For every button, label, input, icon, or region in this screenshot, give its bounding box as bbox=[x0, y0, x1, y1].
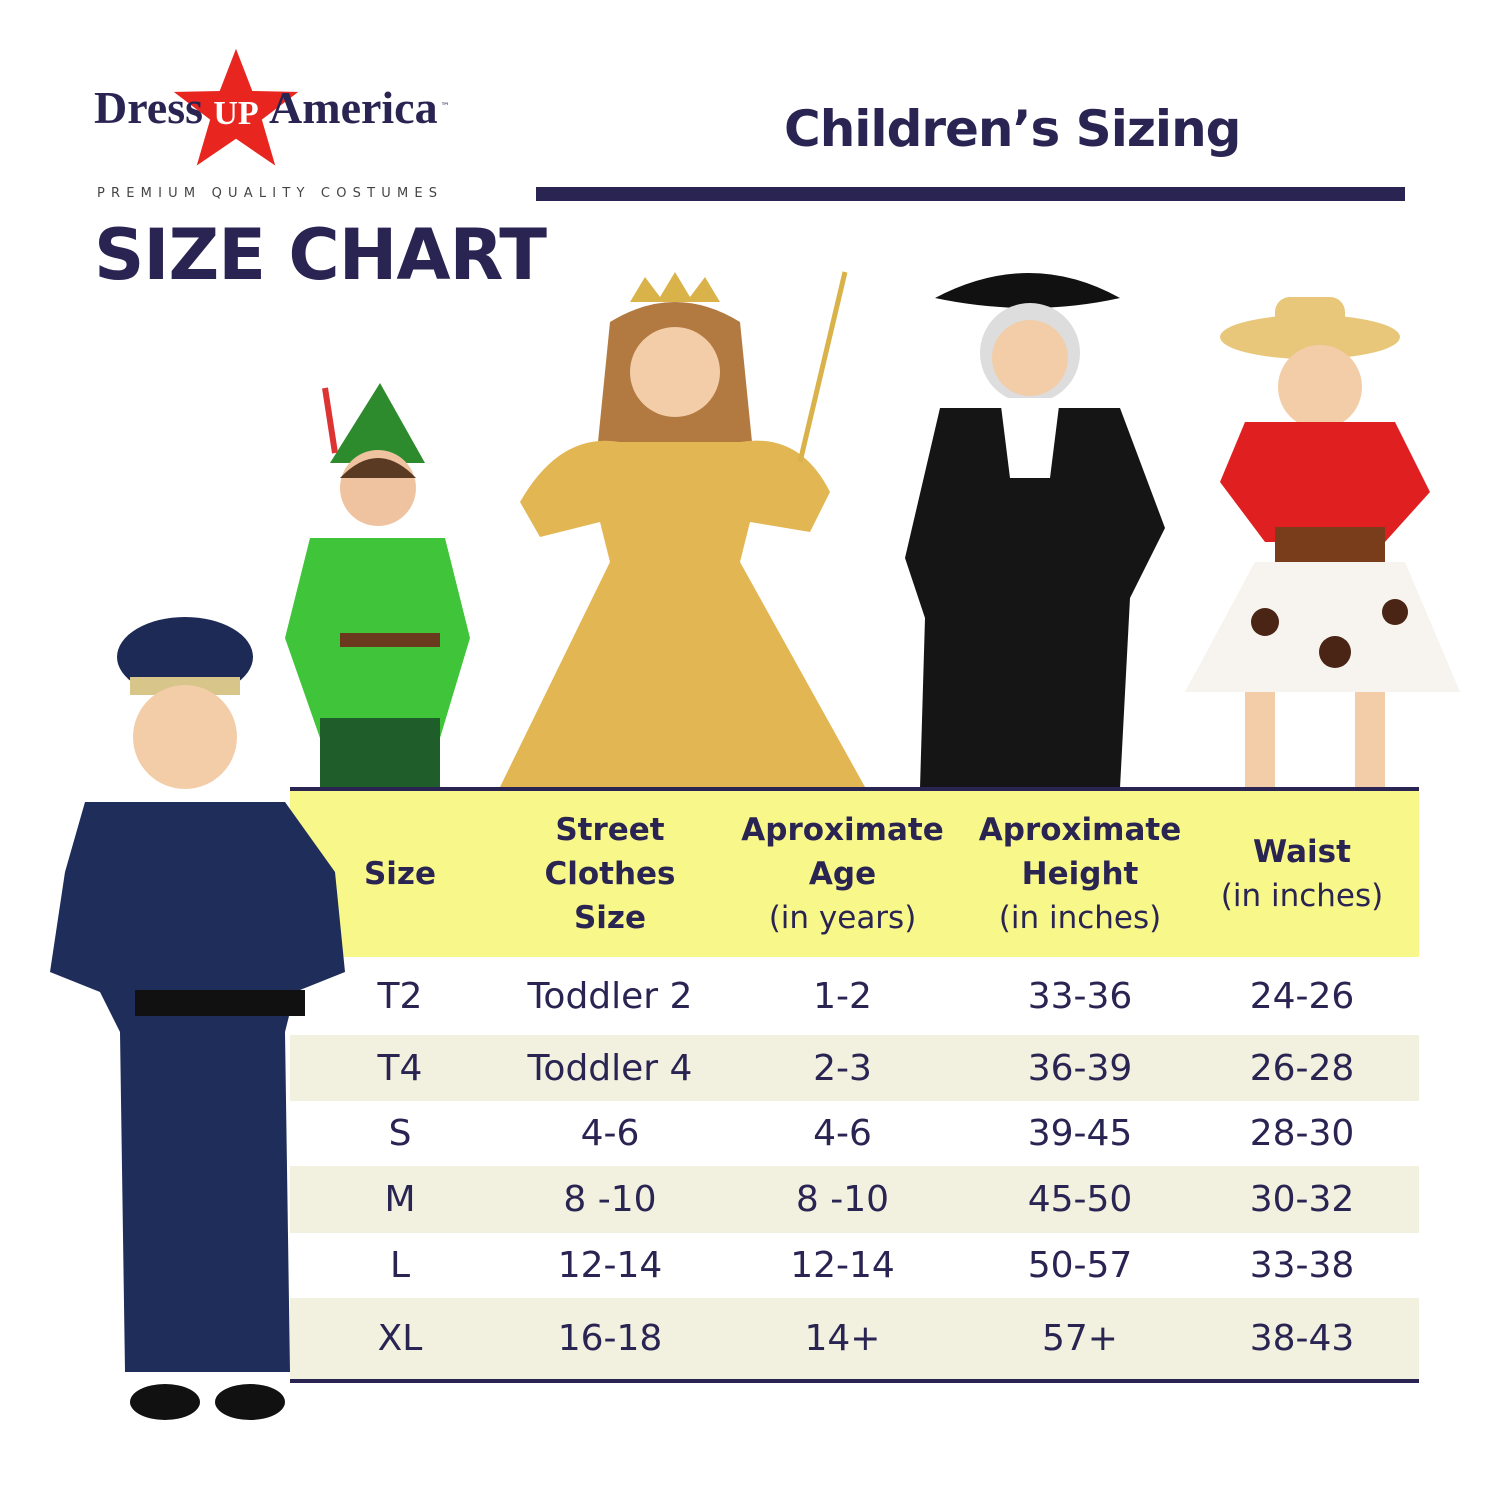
table-cell: 50-57 bbox=[1027, 1245, 1133, 1286]
table-cell: 8 -10 bbox=[563, 1179, 657, 1220]
table-cell: M bbox=[384, 1179, 416, 1220]
logo-trademark: ™ bbox=[440, 102, 450, 112]
table-row: XL 16-18 14+ 57+ 38-43 bbox=[290, 1298, 1419, 1379]
table-cell: S bbox=[388, 1113, 412, 1154]
table-header: Size Street Clothes Size Aproximate Age (… bbox=[290, 791, 1419, 957]
table-cell: XL bbox=[377, 1318, 423, 1359]
peter-pan-costume-photo bbox=[285, 383, 470, 788]
header-label: Aproximate Height bbox=[978, 812, 1182, 892]
table-top-border bbox=[290, 787, 1419, 791]
header-waist: Waist (in inches) bbox=[1185, 791, 1419, 957]
header-age: Aproximate Age (in years) bbox=[710, 791, 975, 957]
table-cell: 57+ bbox=[1042, 1318, 1118, 1359]
table-cell: 1-2 bbox=[813, 975, 872, 1017]
table-body: T2 Toddler 2 1-2 33-36 24-26 T4 Toddler 4 2-3 36… bbox=[290, 957, 1419, 1379]
table-cell: 30-32 bbox=[1249, 1179, 1355, 1220]
logo: Dress UP America ™ bbox=[94, 44, 450, 172]
header-label: Size bbox=[363, 856, 437, 892]
table-cell: T4 bbox=[377, 1047, 423, 1089]
cowgirl-costume-photo bbox=[1185, 297, 1460, 787]
table-cell: Toddler 4 bbox=[527, 1047, 693, 1089]
header-unit: (in inches) bbox=[1220, 878, 1384, 914]
table-row: S 4-6 4-6 39-45 28-30 bbox=[290, 1101, 1419, 1166]
table-cell: 33-36 bbox=[1027, 975, 1133, 1017]
header-height: Aproximate Height (in inches) bbox=[975, 791, 1185, 957]
logo-text-dress: Dress bbox=[94, 82, 204, 133]
size-table: Size Street Clothes Size Aproximate Age (… bbox=[290, 787, 1419, 1383]
table-cell: Toddler 2 bbox=[527, 975, 693, 1017]
table-row: T2 Toddler 2 1-2 33-36 24-26 bbox=[290, 957, 1419, 1035]
header-label: Street Clothes Size bbox=[544, 812, 676, 936]
table-cell: 12-14 bbox=[790, 1245, 895, 1286]
table-cell: 16-18 bbox=[557, 1318, 663, 1359]
table-bottom-border bbox=[290, 1379, 1419, 1383]
table-cell: 4-6 bbox=[580, 1113, 640, 1154]
table-cell: 36-39 bbox=[1027, 1047, 1133, 1089]
size-chart-heading: SIZE CHART bbox=[94, 214, 547, 296]
header-label: Waist bbox=[1253, 834, 1351, 870]
header-street-size: Street Clothes Size bbox=[510, 791, 710, 957]
table-row: L 12-14 12-14 50-57 33-38 bbox=[290, 1233, 1419, 1298]
table-row: T4 Toddler 4 2-3 36-39 26-28 bbox=[290, 1035, 1419, 1101]
header-unit: (in years) bbox=[768, 900, 917, 936]
colonial-costume-photo bbox=[905, 273, 1165, 788]
table-cell: 4-6 bbox=[813, 1113, 872, 1154]
table-cell: 45-50 bbox=[1027, 1179, 1133, 1220]
table-cell: 28-30 bbox=[1249, 1113, 1355, 1154]
table-row: M 8 -10 8 -10 45-50 30-32 bbox=[290, 1166, 1419, 1233]
table-cell: 24-26 bbox=[1249, 975, 1355, 1017]
header-size: Size bbox=[290, 791, 510, 957]
table-cell: 38-43 bbox=[1249, 1318, 1355, 1359]
table-cell: 39-45 bbox=[1027, 1113, 1133, 1154]
title-divider bbox=[536, 187, 1405, 201]
table-cell: 2-3 bbox=[813, 1047, 872, 1089]
table-cell: L bbox=[389, 1245, 411, 1286]
table-cell: 12-14 bbox=[557, 1245, 663, 1286]
table-cell: T2 bbox=[377, 975, 423, 1017]
table-cell: 33-38 bbox=[1249, 1245, 1355, 1286]
table-cell: 26-28 bbox=[1249, 1047, 1355, 1089]
logo-star-icon: UP bbox=[169, 44, 304, 171]
police-officer-costume-photo bbox=[50, 617, 345, 1420]
page-title: Children’s Sizing bbox=[784, 100, 1241, 158]
princess-costume-photo bbox=[500, 271, 865, 787]
logo-tagline: PREMIUM QUALITY COSTUMES bbox=[97, 186, 444, 201]
logo-text-america: America bbox=[269, 82, 438, 133]
table-cell: 8 -10 bbox=[795, 1179, 890, 1220]
header-label: Aproximate Age bbox=[741, 812, 944, 892]
header-unit: (in inches) bbox=[998, 900, 1162, 936]
table-cell: 14+ bbox=[804, 1318, 881, 1359]
logo-star-text: UP bbox=[213, 95, 258, 132]
